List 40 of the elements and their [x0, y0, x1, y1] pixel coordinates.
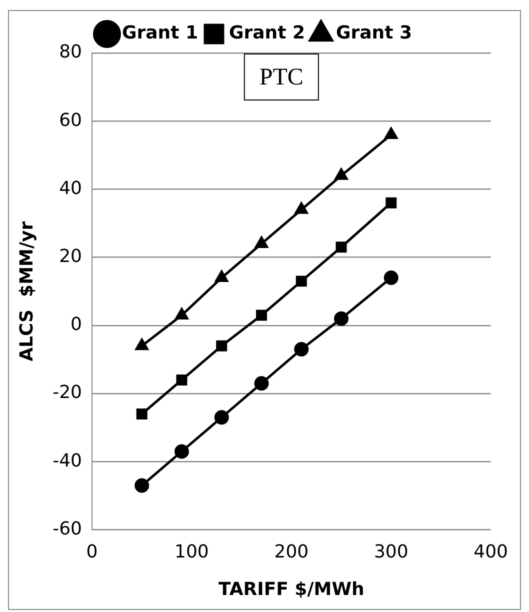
- point: [334, 311, 349, 326]
- point: [214, 410, 229, 425]
- x-tick-label: 300: [374, 541, 408, 562]
- x-tick-label: 400: [474, 541, 508, 562]
- point: [294, 342, 309, 357]
- legend-label: Grant 2: [228, 22, 306, 44]
- point: [334, 168, 348, 180]
- y-tick-label: 20: [59, 246, 82, 268]
- x-axis-title: TARIFF $/MWh: [218, 578, 364, 600]
- point: [255, 236, 268, 248]
- y-tick-label: 0: [70, 314, 82, 336]
- y-tick-label: 40: [59, 178, 82, 199]
- point: [136, 408, 148, 420]
- point: [176, 374, 188, 386]
- point: [384, 270, 398, 286]
- point: [216, 340, 228, 352]
- point: [294, 202, 308, 214]
- legend-label: Grant 1: [122, 22, 198, 44]
- point: [134, 478, 150, 493]
- point: [215, 270, 228, 282]
- legend-label: Grant 3: [336, 22, 412, 44]
- point: [336, 242, 347, 253]
- annotation: PTC: [259, 64, 304, 90]
- x-tick-label: 200: [274, 541, 309, 562]
- y-tick-label: -20: [52, 382, 82, 404]
- point: [296, 276, 307, 287]
- point: [256, 310, 267, 321]
- point: [254, 376, 269, 391]
- point: [384, 127, 398, 139]
- y-axis-title: ALCS $MM/yr: [16, 221, 38, 362]
- y-tick-label: -60: [52, 518, 82, 540]
- y-tick-label: 80: [59, 42, 82, 63]
- point: [174, 444, 189, 459]
- point: [135, 338, 148, 350]
- point: [386, 197, 397, 208]
- x-tick-label: 100: [174, 541, 209, 562]
- x-tick-label: 0: [86, 541, 98, 562]
- y-tick-label: -40: [52, 450, 82, 472]
- y-tick-label: 60: [59, 110, 82, 131]
- point: [175, 308, 188, 320]
